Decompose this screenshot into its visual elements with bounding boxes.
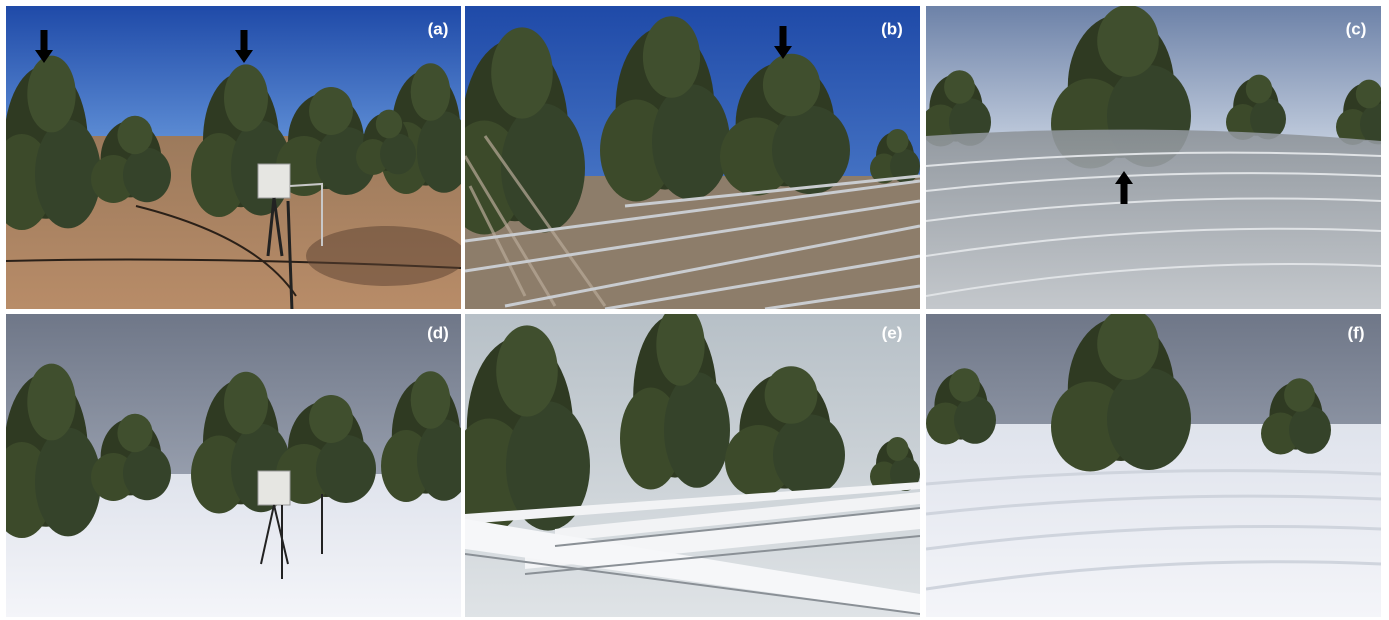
sensor-box [258,164,290,198]
panel-label: (b) [881,19,903,38]
shadow [306,226,466,286]
panel-label: (f) [1348,323,1365,342]
panel-label: (c) [1346,19,1367,38]
panel-b: (b) [445,6,920,309]
panel-f: (f) [926,308,1381,617]
troughs [926,130,1381,309]
panel-label: (d) [427,323,449,342]
panel-d: (d) [0,314,471,617]
sensor-box [258,471,290,505]
panel-e: (e) [450,304,920,617]
panel-c: (c) [921,5,1389,309]
panel-label: (e) [882,323,903,342]
panel-a: (a) [0,6,471,311]
figure: (a) (b) (c) [0,0,1389,620]
panel-label: (a) [428,19,449,38]
